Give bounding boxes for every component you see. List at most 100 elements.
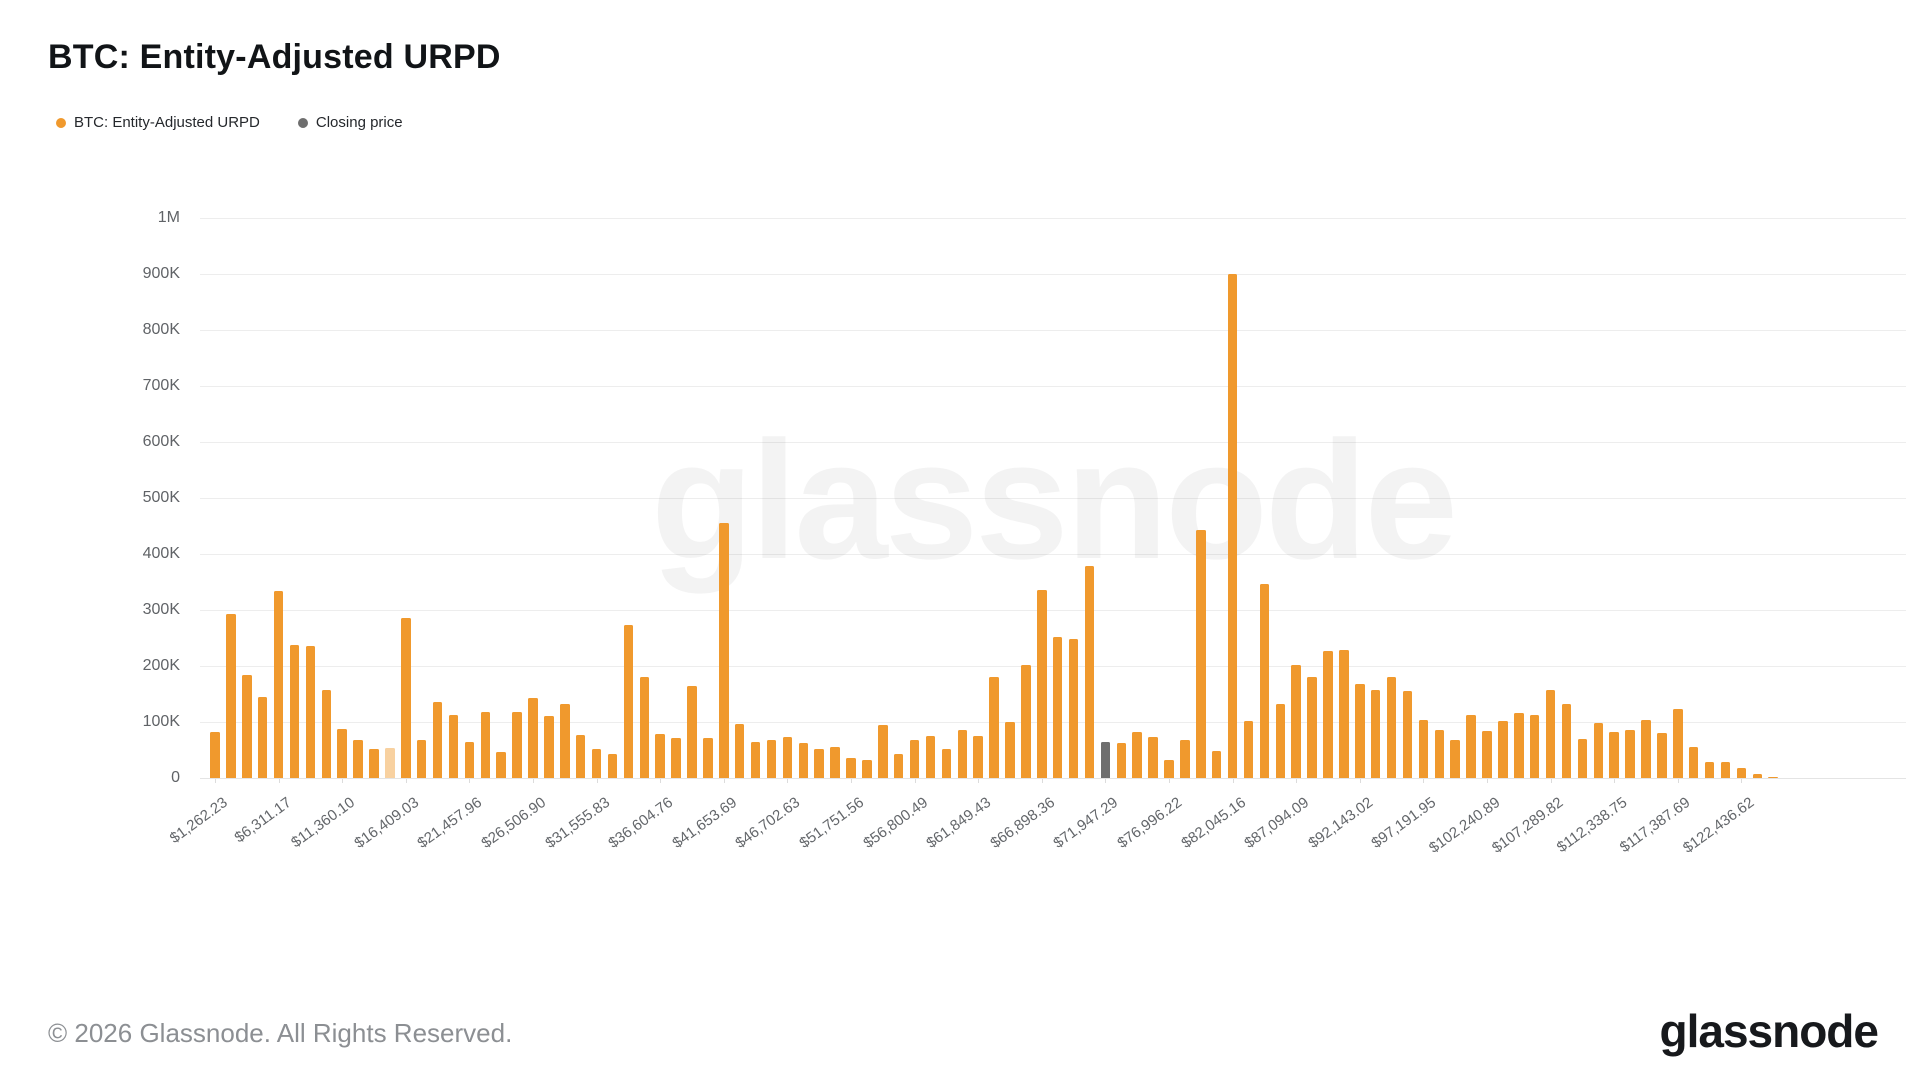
urpd-bar[interactable]	[1418, 719, 1429, 778]
urpd-bar[interactable]	[703, 738, 713, 778]
urpd-bar[interactable]	[575, 734, 586, 778]
urpd-bar[interactable]	[369, 748, 379, 778]
urpd-bar[interactable]	[1196, 530, 1206, 778]
urpd-bar[interactable]	[1561, 703, 1572, 778]
urpd-bar[interactable]	[878, 724, 888, 778]
urpd-bar[interactable]	[734, 723, 745, 778]
urpd-bar[interactable]	[544, 716, 554, 778]
urpd-bar[interactable]	[448, 715, 459, 778]
urpd-bar[interactable]	[1180, 740, 1190, 778]
urpd-bar[interactable]	[655, 734, 665, 778]
urpd-bar[interactable]	[1323, 651, 1333, 778]
urpd-bar[interactable]	[766, 739, 777, 778]
urpd-bar[interactable]	[480, 711, 491, 778]
urpd-bar[interactable]	[1625, 730, 1635, 778]
urpd-bar[interactable]	[925, 736, 936, 778]
urpd-bar[interactable]	[957, 730, 968, 778]
urpd-bar[interactable]	[1307, 676, 1317, 778]
urpd-bar[interactable]	[1068, 639, 1079, 778]
urpd-bar[interactable]	[321, 689, 332, 778]
urpd-bar[interactable]	[1339, 650, 1349, 778]
urpd-bar[interactable]	[560, 703, 570, 778]
urpd-bar[interactable]	[273, 590, 284, 778]
urpd-bar[interactable]	[1434, 730, 1445, 778]
urpd-bar[interactable]	[1148, 737, 1158, 778]
urpd-bar[interactable]	[1005, 722, 1015, 778]
urpd-bar[interactable]	[1291, 664, 1301, 778]
urpd-bar[interactable]	[719, 523, 729, 778]
urpd-bar[interactable]	[909, 739, 920, 778]
urpd-bar[interactable]	[401, 618, 411, 778]
urpd-bar[interactable]	[973, 736, 983, 778]
urpd-bar[interactable]	[687, 686, 697, 778]
urpd-bar[interactable]	[607, 753, 618, 778]
urpd-bar[interactable]	[1545, 689, 1556, 778]
urpd-bar[interactable]	[1609, 731, 1619, 778]
urpd-bar[interactable]	[528, 698, 538, 778]
urpd-bar[interactable]	[639, 677, 650, 778]
urpd-bar[interactable]	[1370, 689, 1381, 778]
urpd-bar[interactable]	[305, 646, 316, 778]
urpd-bar[interactable]	[1498, 721, 1508, 778]
urpd-bar[interactable]	[1736, 767, 1747, 778]
urpd-bar[interactable]	[1259, 583, 1270, 778]
urpd-bar[interactable]	[1450, 739, 1460, 778]
urpd-bar[interactable]	[846, 757, 856, 778]
urpd-bar[interactable]	[257, 697, 268, 778]
urpd-bar[interactable]	[814, 748, 824, 778]
urpd-bar[interactable]	[1275, 704, 1286, 778]
urpd-bar[interactable]	[353, 740, 363, 778]
urpd-bar[interactable]	[1768, 776, 1778, 778]
urpd-bar[interactable]	[289, 644, 300, 778]
urpd-bar[interactable]	[1482, 730, 1492, 778]
urpd-bar[interactable]	[623, 625, 634, 778]
urpd-bar[interactable]	[226, 614, 236, 778]
urpd-bar[interactable]	[1529, 714, 1540, 778]
urpd-bar[interactable]	[1720, 762, 1731, 778]
urpd-bar[interactable]	[1673, 708, 1683, 778]
urpd-bar[interactable]	[416, 740, 427, 778]
closing-price-bar[interactable]	[1100, 742, 1111, 778]
urpd-bar[interactable]	[893, 754, 904, 778]
urpd-bar[interactable]	[798, 743, 809, 778]
urpd-bar[interactable]	[671, 738, 681, 778]
urpd-bar[interactable]	[210, 731, 220, 778]
urpd-bar[interactable]	[1227, 274, 1238, 778]
urpd-bar[interactable]	[1116, 743, 1127, 778]
urpd-bar[interactable]	[1704, 762, 1715, 778]
urpd-bar[interactable]	[1386, 676, 1397, 778]
urpd-bar[interactable]	[750, 742, 761, 778]
urpd-bar[interactable]	[1657, 733, 1667, 778]
urpd-bar[interactable]	[591, 748, 602, 778]
urpd-bar[interactable]	[1593, 723, 1604, 778]
urpd-bar[interactable]	[242, 674, 252, 778]
urpd-bar[interactable]	[1243, 720, 1254, 778]
urpd-bar[interactable]	[862, 760, 872, 778]
urpd-bar[interactable]	[1355, 683, 1365, 778]
urpd-bar[interactable]	[496, 751, 506, 778]
urpd-bar[interactable]	[1164, 759, 1174, 778]
urpd-bar[interactable]	[1752, 774, 1763, 778]
urpd-bar[interactable]	[1211, 751, 1222, 778]
urpd-bar[interactable]	[1641, 719, 1651, 778]
urpd-bar[interactable]	[464, 741, 475, 778]
urpd-bar[interactable]	[1514, 713, 1524, 778]
urpd-bar[interactable]	[1021, 664, 1031, 778]
legend-item-closing-price[interactable]: Closing price	[297, 114, 403, 131]
urpd-bar[interactable]	[385, 748, 395, 778]
urpd-bar[interactable]	[782, 737, 793, 778]
urpd-bar[interactable]	[1688, 746, 1699, 778]
urpd-bar[interactable]	[989, 677, 999, 778]
urpd-bar[interactable]	[830, 747, 840, 778]
legend-item-urpd[interactable]: BTC: Entity-Adjusted URPD	[56, 114, 260, 131]
urpd-bar[interactable]	[1402, 690, 1413, 778]
urpd-bar[interactable]	[1037, 590, 1047, 778]
urpd-bar[interactable]	[1084, 565, 1095, 778]
urpd-bar[interactable]	[432, 701, 443, 778]
urpd-bar[interactable]	[1466, 714, 1476, 778]
urpd-bar[interactable]	[1577, 738, 1588, 778]
urpd-bar[interactable]	[512, 712, 522, 778]
urpd-bar[interactable]	[337, 728, 347, 778]
urpd-bar[interactable]	[941, 748, 952, 778]
urpd-bar[interactable]	[1052, 636, 1063, 778]
